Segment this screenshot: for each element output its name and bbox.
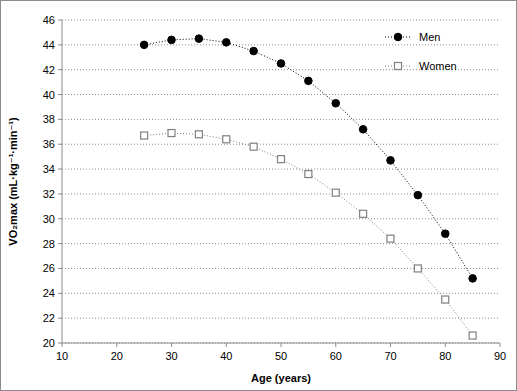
data-point xyxy=(332,189,339,196)
y-tick-label: 24 xyxy=(43,287,55,299)
y-tick-label: 34 xyxy=(43,163,55,175)
data-point xyxy=(442,296,449,303)
x-tick-label: 10 xyxy=(56,350,68,362)
data-point xyxy=(305,171,312,178)
x-tick xyxy=(281,343,282,347)
x-tick-label: 80 xyxy=(439,350,451,362)
y-tick-label: 44 xyxy=(43,39,55,51)
x-tick-label: 70 xyxy=(384,350,396,362)
grid-line xyxy=(62,20,500,21)
plot-data xyxy=(140,35,476,339)
x-tick xyxy=(390,343,391,347)
x-tick-label: 20 xyxy=(111,350,123,362)
y-tick-label: 38 xyxy=(43,113,55,125)
grid-line xyxy=(62,268,500,269)
y-tick-label: 36 xyxy=(43,138,55,150)
x-tick xyxy=(500,343,501,347)
legend: Men Women xyxy=(385,31,457,72)
data-point xyxy=(414,191,422,199)
grid-line xyxy=(62,119,500,120)
y-tick xyxy=(58,119,62,120)
chart: 2022242628303234363840424446102030405060… xyxy=(0,0,517,391)
y-tick xyxy=(58,318,62,319)
data-point xyxy=(141,132,148,139)
x-tick-label: 50 xyxy=(275,350,287,362)
y-tick-label: 46 xyxy=(43,14,55,26)
x-axis-label: Age (years) xyxy=(251,372,311,384)
y-axis xyxy=(62,20,63,343)
x-tick-label: 40 xyxy=(220,350,232,362)
x-tick xyxy=(116,343,117,347)
data-point xyxy=(168,36,176,44)
y-tick-label: 42 xyxy=(43,64,55,76)
data-point xyxy=(250,143,257,150)
legend-label: Men xyxy=(419,31,440,43)
y-tick-label: 40 xyxy=(43,89,55,101)
x-tick xyxy=(62,343,63,347)
y-tick xyxy=(58,193,62,194)
data-point xyxy=(387,157,395,165)
x-tick-label: 60 xyxy=(330,350,342,362)
y-tick-label: 28 xyxy=(43,238,55,250)
y-tick xyxy=(58,268,62,269)
data-point xyxy=(441,230,449,238)
grid-line xyxy=(62,343,500,344)
data-point xyxy=(360,210,367,217)
y-tick xyxy=(58,343,62,344)
y-tick-label: 30 xyxy=(43,213,55,225)
y-tick xyxy=(58,20,62,21)
y-axis-label: VO₂max (mL·kg⁻¹·min⁻¹) xyxy=(7,117,19,246)
x-axis xyxy=(62,343,500,344)
chart-border xyxy=(1,1,517,391)
series-line xyxy=(144,39,473,279)
grid-line xyxy=(62,94,500,95)
y-tick xyxy=(58,293,62,294)
data-point xyxy=(195,131,202,138)
y-tick-label: 32 xyxy=(43,188,55,200)
x-tick xyxy=(171,343,172,347)
y-tick-label: 20 xyxy=(43,337,55,349)
grid-line xyxy=(62,144,500,145)
y-tick-label: 26 xyxy=(43,262,55,274)
data-point xyxy=(195,35,203,43)
y-tick xyxy=(58,243,62,244)
data-point xyxy=(387,235,394,242)
grid-line xyxy=(62,193,500,194)
x-tick xyxy=(445,343,446,347)
data-point xyxy=(222,39,230,47)
x-tick xyxy=(226,343,227,347)
y-tick xyxy=(58,218,62,219)
grid-line xyxy=(62,218,500,219)
y-tick xyxy=(58,44,62,45)
data-point xyxy=(277,60,285,68)
data-point xyxy=(140,41,148,49)
data-point xyxy=(250,47,258,55)
data-point xyxy=(414,265,421,272)
data-point xyxy=(469,332,476,339)
data-point xyxy=(223,136,230,143)
data-point xyxy=(278,156,285,163)
data-point xyxy=(332,99,340,107)
y-tick xyxy=(58,169,62,170)
grid-line xyxy=(62,318,500,319)
x-tick xyxy=(335,343,336,347)
y-tick xyxy=(58,94,62,95)
data-point xyxy=(359,126,367,134)
legend-swatch-marker xyxy=(395,63,402,70)
data-point xyxy=(469,275,477,283)
grid-line xyxy=(62,293,500,294)
grid-line xyxy=(62,169,500,170)
legend-swatch-marker xyxy=(394,33,402,41)
x-tick-label: 30 xyxy=(165,350,177,362)
y-tick xyxy=(58,144,62,145)
data-point xyxy=(168,130,175,137)
legend-label: Women xyxy=(419,60,457,72)
grid-line xyxy=(62,44,500,45)
x-tick-label: 90 xyxy=(494,350,506,362)
data-point xyxy=(305,77,313,85)
grid-line xyxy=(62,243,500,244)
y-tick-label: 22 xyxy=(43,312,55,324)
series-line xyxy=(144,133,473,335)
y-tick xyxy=(58,69,62,70)
